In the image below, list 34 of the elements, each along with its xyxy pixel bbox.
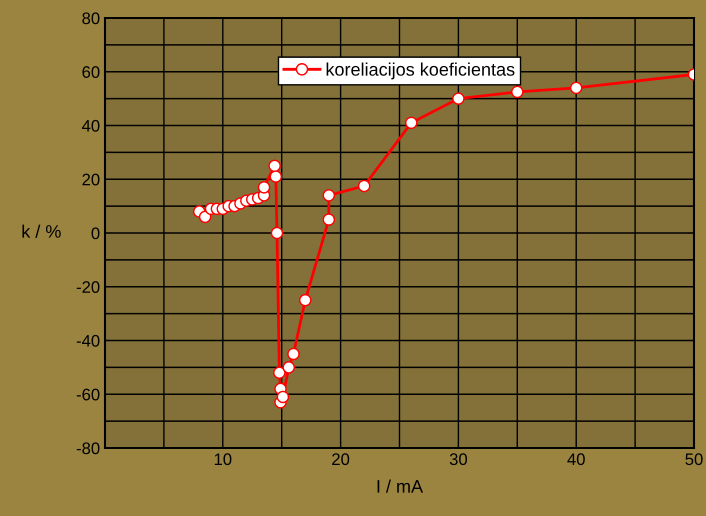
- y-axis-title: k / %: [22, 224, 61, 238]
- point: [198, 210, 212, 224]
- y-tick-label: 60: [82, 66, 100, 78]
- point: [268, 160, 281, 172]
- point: [282, 361, 296, 374]
- x-tick-label: 20: [332, 453, 350, 466]
- point: [258, 181, 270, 194]
- point: [570, 82, 582, 94]
- point: [273, 366, 286, 379]
- point: [276, 390, 290, 404]
- point: [358, 180, 370, 192]
- point: [322, 213, 336, 226]
- y-tick-label: 40: [82, 120, 100, 132]
- y-tick-label: -80: [76, 442, 100, 454]
- point: [405, 116, 418, 130]
- point: [322, 189, 336, 202]
- x-tick-label: 50: [685, 453, 703, 466]
- y-tick-label: 0: [92, 227, 100, 240]
- y-tick-label: 80: [82, 12, 100, 24]
- point: [270, 170, 282, 183]
- y-tick-label: -60: [76, 388, 100, 400]
- x-tick-label: 10: [214, 453, 232, 466]
- y-tick-label: -40: [76, 334, 100, 347]
- point: [287, 348, 300, 360]
- point: [299, 294, 312, 306]
- x-tick-label: 30: [450, 453, 468, 466]
- point: [511, 86, 524, 98]
- y-tick-label: 20: [82, 174, 100, 186]
- x-tick-label: 40: [567, 453, 585, 466]
- y-tick-label: -20: [76, 281, 100, 293]
- point: [270, 226, 284, 240]
- x-axis-title: I / mA: [378, 480, 424, 493]
- legend-label: koreliacijos koeficientas: [326, 62, 514, 80]
- point: [452, 92, 465, 105]
